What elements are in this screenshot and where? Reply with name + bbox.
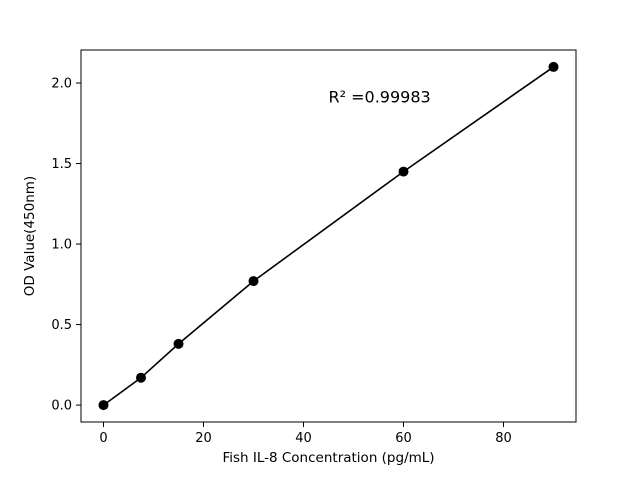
x-tick-label: 20 [195, 431, 212, 446]
r-squared-annotation: R² =0.99983 [329, 87, 431, 106]
x-tick-label: 0 [99, 431, 107, 446]
x-axis-label: Fish IL-8 Concentration (pg/mL) [222, 450, 434, 466]
x-tick-label: 40 [295, 431, 312, 446]
data-point [248, 276, 259, 287]
data-point [173, 338, 184, 349]
x-tick-label: 60 [395, 431, 412, 446]
fit-line [103, 66, 554, 406]
x-tick-label: 80 [495, 431, 512, 446]
y-tick-label: 1.5 [51, 157, 72, 172]
y-tick-label: 2.0 [51, 77, 72, 92]
y-tick-label: 0.0 [51, 399, 72, 414]
data-point [398, 166, 409, 177]
data-point [548, 61, 559, 72]
y-axis-label: OD Value(450nm) [22, 176, 38, 296]
data-point [136, 372, 146, 383]
y-tick-label: 1.0 [51, 238, 72, 253]
data-point [98, 400, 109, 411]
y-tick-label: 0.5 [51, 318, 72, 333]
plot-border [80, 49, 577, 423]
